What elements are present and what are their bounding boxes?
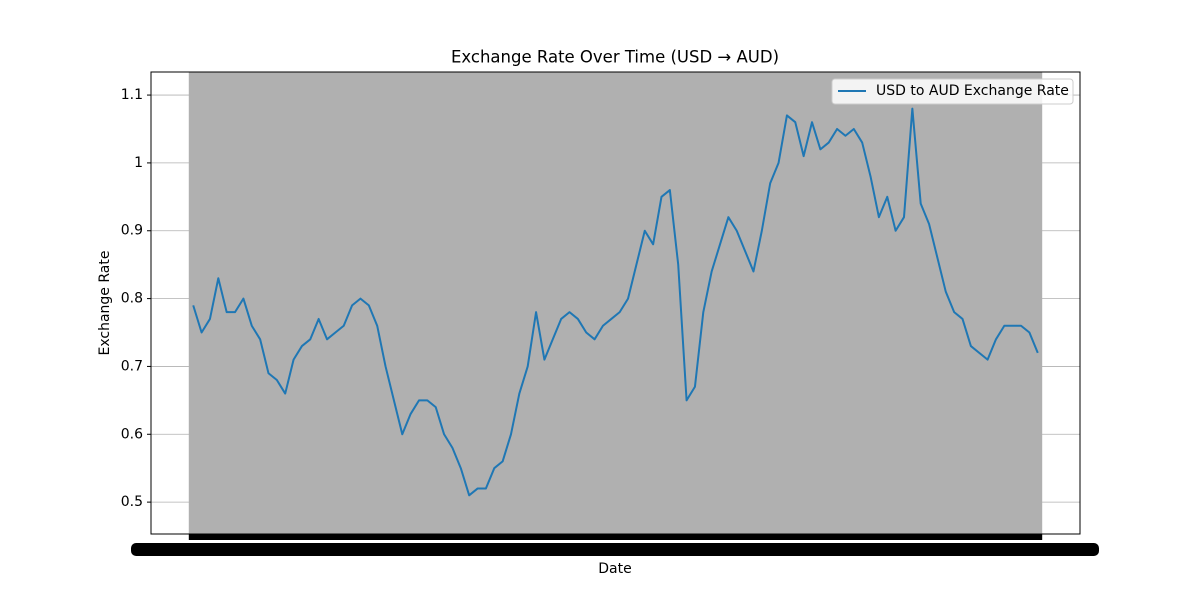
grid bbox=[151, 72, 1080, 534]
legend-label: USD to AUD Exchange Rate bbox=[876, 83, 1069, 99]
x-tick-labels-overlap bbox=[131, 543, 1099, 556]
y-tick-label: 0.5 bbox=[121, 494, 143, 510]
y-tick-label: 0.7 bbox=[121, 358, 143, 374]
y-tick-label: 0.9 bbox=[121, 223, 143, 239]
chart-title: Exchange Rate Over Time (USD → AUD) bbox=[451, 48, 779, 67]
y-tick-label: 0.6 bbox=[121, 426, 143, 442]
legend-box bbox=[831, 78, 1074, 105]
data-line bbox=[192, 107, 1039, 497]
y-tick-label: 1 bbox=[134, 155, 143, 171]
y-tick-label: 1.1 bbox=[121, 87, 143, 103]
plot-area bbox=[192, 107, 1039, 497]
y-tick-label: 0.8 bbox=[121, 291, 143, 307]
y-axis-label: Exchange Rate bbox=[97, 251, 113, 356]
legend: USD to AUD Exchange Rate bbox=[831, 78, 1074, 105]
x-axis-label: Date bbox=[598, 561, 631, 577]
